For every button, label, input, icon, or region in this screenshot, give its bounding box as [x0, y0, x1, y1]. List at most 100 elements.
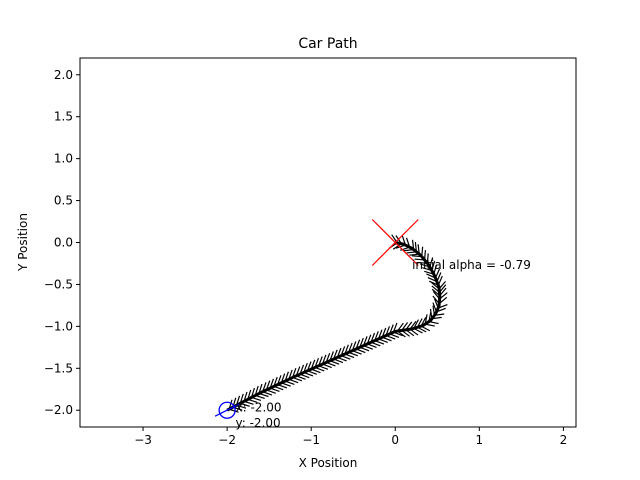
- annotation-text: y: -2.00: [236, 416, 281, 430]
- path-arrow-marker: [302, 363, 314, 377]
- path-layer: [226, 234, 448, 413]
- path-arrow-marker: [247, 389, 258, 403]
- path-arrow-marker: [340, 346, 351, 360]
- path-arrow-marker: [426, 268, 441, 279]
- path-arrow-marker: [431, 284, 447, 294]
- x-tick-label: 2: [560, 433, 568, 447]
- path-arrow-marker: [432, 302, 446, 313]
- y-tick-label: −1.0: [44, 319, 73, 333]
- path-arrow-marker: [434, 298, 448, 309]
- path-arrow-marker: [400, 322, 410, 337]
- path-arrow-marker: [306, 361, 317, 375]
- path-arrow-marker: [406, 241, 418, 254]
- path-arrow-marker: [417, 253, 429, 264]
- path-arrow-marker: [362, 336, 374, 350]
- path-arrow-marker: [239, 393, 250, 407]
- path-arrow-marker: [288, 369, 299, 384]
- path-arrow-marker: [317, 356, 329, 370]
- plot-area: initial alpha = -0.79 x: -2.00y: -2.00: [79, 57, 577, 430]
- path-line: [226, 241, 442, 412]
- path-arrow-marker: [329, 351, 340, 365]
- path-arrow-marker: [396, 322, 406, 338]
- y-tick-label: 0.5: [54, 194, 73, 208]
- path-arrow-marker: [347, 342, 359, 357]
- path-arrow-marker: [385, 326, 396, 340]
- path-arrow-marker: [280, 373, 291, 387]
- path-arrow-marker: [392, 322, 403, 337]
- path-arrow-marker: [424, 264, 438, 275]
- target-cross-marker: [371, 219, 419, 266]
- path-arrow-marker: [336, 347, 347, 362]
- path-arrow-marker: [265, 380, 276, 394]
- path-arrow-marker: [420, 257, 434, 268]
- path-arrow-marker: [409, 320, 419, 336]
- path-arrow-marker: [381, 327, 392, 342]
- y-tick-label: 2.0: [54, 68, 73, 82]
- path-arrow-marker: [325, 352, 336, 367]
- path-arrow-marker: [314, 357, 325, 372]
- path-arrow-marker: [373, 331, 385, 345]
- y-axis-label: Y Position: [16, 213, 30, 272]
- y-tick-label: 1.0: [54, 152, 73, 166]
- path-arrow-marker: [432, 305, 445, 317]
- x-tick-label: −3: [134, 433, 152, 447]
- path-arrow-marker: [332, 349, 344, 364]
- path-arrow-marker: [392, 235, 403, 250]
- path-arrow-marker: [388, 324, 400, 338]
- path-arrow-marker: [412, 319, 423, 334]
- path-arrow-marker: [377, 329, 388, 344]
- path-arrow-marker: [422, 260, 436, 272]
- x-tick-label: −1: [302, 433, 320, 447]
- path-arrow-marker: [243, 391, 254, 405]
- path-arrow-marker: [344, 344, 355, 359]
- marker-layer: [214, 219, 419, 419]
- path-arrow-marker: [432, 291, 448, 300]
- path-arrow-marker: [291, 368, 303, 382]
- plot-frame: [79, 57, 577, 428]
- chart-title: Car Path: [298, 36, 357, 52]
- path-arrow-marker: [411, 246, 424, 258]
- y-tick-label: −2.0: [44, 403, 73, 417]
- path-arrow-marker: [431, 280, 446, 290]
- path-arrow-marker: [431, 287, 447, 297]
- annotation-layer: initial alpha = -0.79 x: -2.00y: -2.00: [236, 258, 531, 430]
- path-arrow-marker: [400, 237, 411, 251]
- path-arrow-marker: [370, 332, 381, 347]
- path-arrow-marker: [295, 366, 306, 380]
- path-arrow-marker: [269, 378, 280, 393]
- path-arrow-marker: [310, 359, 321, 374]
- path-arrow-marker: [276, 375, 288, 389]
- path-arrow-marker: [416, 318, 427, 333]
- path-arrow-marker: [359, 337, 370, 352]
- path-arrow-marker: [420, 317, 431, 332]
- y-tick-label: 1.5: [54, 110, 73, 124]
- path-arrow-marker: [261, 382, 273, 396]
- y-tick-label: −0.5: [44, 277, 73, 291]
- x-tick-label: 0: [391, 433, 399, 447]
- x-tick-label: −2: [218, 433, 236, 447]
- path-arrow-marker: [273, 376, 284, 391]
- path-arrow-marker: [250, 387, 262, 401]
- start-circle-marker: [218, 401, 236, 419]
- path-arrow-marker: [427, 272, 442, 283]
- annotation-text: x: -2.00: [236, 401, 282, 415]
- path-arrow-marker: [258, 383, 269, 398]
- y-tick-label: 0.0: [54, 236, 73, 250]
- x-axis-label: X Position: [299, 456, 358, 470]
- y-axis-ticks: −2.0 −1.5 −1.0 −0.5 0.0 0.5 1.0 1.5 2.0: [44, 68, 80, 417]
- path-arrow-marker: [284, 371, 295, 385]
- path-arrow-marker: [299, 364, 310, 379]
- path-arrow-marker: [403, 239, 415, 252]
- path-arrow-marker: [321, 354, 332, 369]
- x-axis-ticks: −3 −2 −1 0 1 2: [134, 427, 567, 447]
- x-tick-label: 1: [476, 433, 484, 447]
- annotation-text: initial alpha = -0.79: [412, 258, 531, 272]
- path-arrow-marker: [355, 339, 366, 354]
- path-arrow-marker: [351, 341, 362, 355]
- path-arrow-marker: [424, 314, 435, 327]
- y-tick-label: −1.5: [44, 361, 73, 375]
- path-arrow-marker: [254, 385, 265, 400]
- start-heading-line: [214, 403, 240, 417]
- path-arrow-marker: [409, 244, 420, 256]
